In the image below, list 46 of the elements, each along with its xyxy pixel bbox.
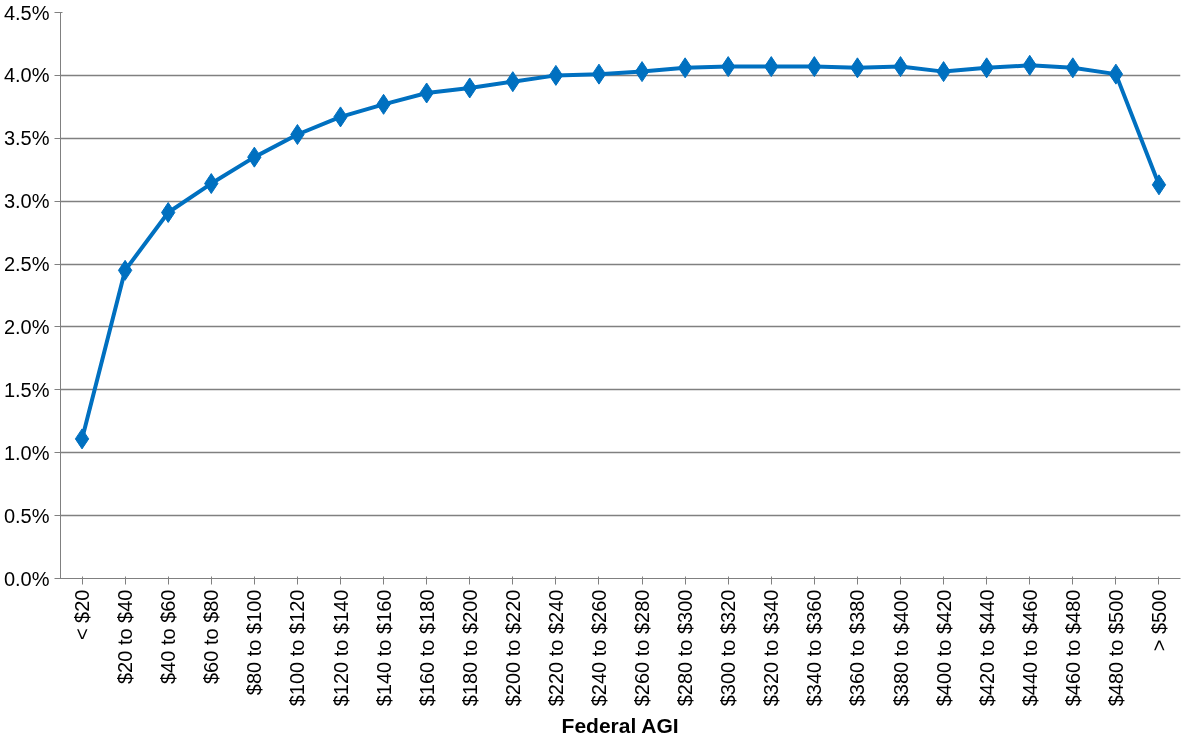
x-tick-label: $360 to $380 <box>846 589 869 707</box>
x-tick-label: $160 to $180 <box>415 589 438 707</box>
y-tick-label: 4.5% <box>3 1 50 24</box>
x-tick-label: $340 to $360 <box>803 589 826 707</box>
x-tick-label: $300 to $320 <box>717 589 740 707</box>
y-tick-label: 0.0% <box>3 567 50 590</box>
y-tick-label: 1.0% <box>3 441 50 464</box>
x-tick-label: $200 to $220 <box>501 589 524 707</box>
x-tick-label: < $20 <box>71 589 94 641</box>
point <box>548 64 564 86</box>
y-tick-label: 2.0% <box>3 315 50 338</box>
x-axis-title: Federal AGI <box>561 714 679 738</box>
x-tick-label: $20 to $40 <box>114 589 137 685</box>
x-tick-label: $320 to $340 <box>760 589 783 707</box>
point <box>290 124 305 145</box>
x-tick-label: $40 to $60 <box>157 589 180 685</box>
point <box>591 63 607 85</box>
y-tick-label: 4.0% <box>3 64 50 87</box>
x-tick-label: $480 to $500 <box>1104 589 1127 707</box>
point <box>634 61 650 83</box>
x-tick-label: $460 to $480 <box>1061 589 1084 707</box>
x-tick-label: $240 to $260 <box>587 589 610 707</box>
x-tick-label: > $500 <box>1147 589 1170 652</box>
x-tick-label: $180 to $200 <box>458 589 481 707</box>
point <box>117 259 133 281</box>
x-tick-label: $440 to $460 <box>1018 589 1041 707</box>
x-tick-label: $220 to $240 <box>544 589 567 707</box>
x-tick-label: $280 to $300 <box>674 589 697 707</box>
x-tick-label: $260 to $280 <box>631 589 654 707</box>
x-tick-label: $100 to $120 <box>286 589 309 707</box>
point <box>74 428 90 450</box>
x-tick-label: $400 to $420 <box>932 589 955 707</box>
y-tick-label: 1.5% <box>3 378 50 401</box>
x-tick-label: $80 to $100 <box>243 589 266 696</box>
y-tick-label: 3.5% <box>3 127 50 150</box>
point <box>677 57 693 79</box>
point <box>1108 63 1124 85</box>
y-tick-label: 0.5% <box>3 504 50 527</box>
x-tick-label: $140 to $160 <box>372 589 395 707</box>
y-tick-label: 3.0% <box>3 190 50 213</box>
x-tick-label: $420 to $440 <box>975 589 998 707</box>
y-tick-label: 2.5% <box>3 253 50 276</box>
x-tick-label: $120 to $140 <box>329 589 352 707</box>
x-tick-label: $380 to $400 <box>889 589 912 707</box>
point <box>1151 174 1167 196</box>
x-tick-label: $60 to $80 <box>200 589 223 685</box>
